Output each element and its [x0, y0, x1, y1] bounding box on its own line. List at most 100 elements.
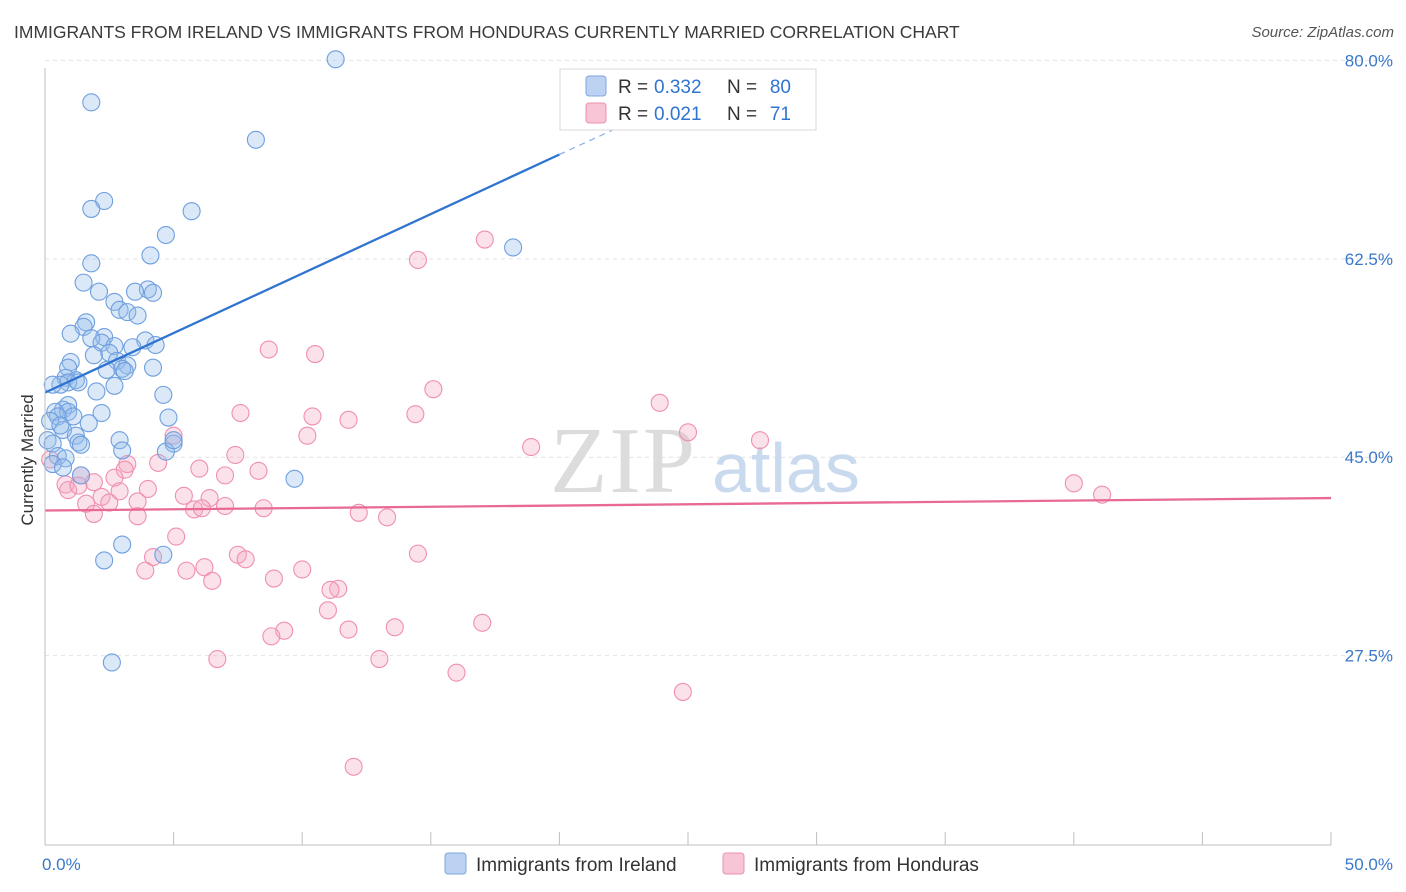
honduras-point	[69, 476, 88, 495]
honduras-point	[100, 493, 119, 512]
ireland-point	[115, 362, 134, 381]
ireland-point	[41, 411, 60, 431]
honduras-point	[259, 340, 278, 359]
honduras-point	[344, 757, 363, 776]
honduras-point	[306, 345, 325, 364]
bottom-legend-label-honduras: Immigrants from Honduras	[754, 855, 979, 876]
honduras-point	[203, 571, 222, 590]
gridlines	[45, 59, 1393, 657]
honduras-point	[370, 650, 389, 669]
legend-n-label-ireland: N =	[727, 77, 757, 98]
y-tick-label: 62.5%	[1345, 250, 1393, 269]
honduras-point	[231, 403, 250, 423]
chart-title: IMMIGRANTS FROM IRELAND VS IMMIGRANTS FR…	[14, 22, 960, 42]
ireland-point	[113, 441, 132, 460]
legend-swatch-honduras	[585, 102, 607, 124]
honduras-point	[167, 527, 186, 546]
honduras-point	[475, 230, 494, 249]
trend-line-ireland	[44, 153, 560, 394]
ireland-point	[89, 282, 109, 301]
legend-r-value-ireland: 0.332	[654, 77, 702, 98]
legend-r-value-honduras: 0.021	[654, 104, 702, 125]
ireland-point	[156, 225, 175, 245]
honduras-point	[408, 544, 427, 563]
ireland-point	[38, 431, 57, 450]
series-honduras-points	[41, 230, 1112, 776]
y-tick-label: 80.0%	[1345, 51, 1393, 70]
ireland-point	[326, 50, 345, 69]
ireland-point	[182, 202, 201, 221]
ireland-point	[61, 324, 80, 343]
ireland-point	[285, 469, 304, 488]
honduras-point	[105, 468, 124, 487]
ireland-point	[74, 273, 93, 292]
legend-n-value-ireland: 80	[770, 77, 791, 98]
ireland-point	[43, 454, 62, 474]
honduras-point	[303, 407, 322, 426]
honduras-point	[339, 410, 358, 429]
ireland-point	[82, 93, 101, 112]
honduras-point	[236, 550, 255, 569]
honduras-point	[385, 618, 404, 637]
honduras-point	[177, 561, 196, 580]
watermark: ZIP atlas	[550, 409, 860, 513]
honduras-point	[84, 504, 103, 523]
ireland-point	[110, 431, 129, 450]
ireland-point	[71, 435, 91, 454]
honduras-point	[329, 579, 348, 598]
ireland-point	[113, 359, 132, 378]
honduras-point	[264, 569, 283, 588]
axes	[44, 68, 1332, 846]
legend-r-label-honduras: R =	[618, 104, 648, 125]
honduras-point	[406, 405, 425, 424]
ireland-point	[154, 385, 173, 404]
ireland-point	[159, 408, 178, 427]
honduras-point	[673, 682, 692, 701]
y-tick-labels: 80.0% 62.5% 45.0% 27.5%	[1345, 51, 1393, 665]
ireland-point	[154, 545, 173, 564]
ireland-point	[141, 246, 160, 265]
ireland-point	[105, 376, 124, 395]
ireland-point	[53, 458, 73, 477]
honduras-point	[128, 507, 147, 526]
y-tick-label: 45.0%	[1345, 448, 1393, 467]
ireland-point	[125, 282, 145, 301]
honduras-point	[750, 431, 770, 450]
ireland-point	[95, 551, 114, 570]
honduras-point	[318, 601, 337, 620]
ireland-point	[504, 238, 523, 257]
honduras-point	[138, 479, 157, 499]
ireland-point	[128, 306, 147, 325]
ireland-point	[164, 431, 183, 450]
honduras-point	[195, 558, 214, 577]
honduras-point	[1093, 485, 1112, 504]
legend-n-label-honduras: N =	[727, 104, 757, 125]
honduras-point	[298, 426, 317, 445]
ireland-point	[102, 653, 121, 672]
honduras-point	[208, 650, 227, 669]
honduras-point	[447, 663, 466, 682]
bottom-legend-label-ireland: Immigrants from Ireland	[476, 855, 677, 876]
watermark-zip: ZIP	[550, 409, 697, 513]
watermark-atlas: atlas	[712, 429, 860, 507]
ireland-point	[113, 535, 132, 554]
honduras-point	[378, 508, 397, 527]
honduras-point	[190, 459, 209, 478]
trend-line-honduras	[44, 496, 1332, 512]
ireland-point	[82, 199, 101, 218]
honduras-point	[650, 393, 669, 412]
honduras-point	[59, 481, 78, 500]
honduras-point	[424, 380, 443, 399]
honduras-point	[249, 461, 268, 480]
honduras-point	[226, 445, 245, 465]
honduras-point	[678, 423, 698, 442]
y-axis-label: Currently Married	[18, 394, 37, 525]
ireland-point	[84, 346, 103, 365]
ireland-point	[51, 416, 70, 435]
source-credit: Source: ZipAtlas.com	[1251, 24, 1394, 41]
ireland-point	[143, 283, 163, 302]
honduras-point	[262, 627, 281, 646]
ireland-point	[71, 466, 91, 485]
honduras-point	[174, 486, 193, 505]
